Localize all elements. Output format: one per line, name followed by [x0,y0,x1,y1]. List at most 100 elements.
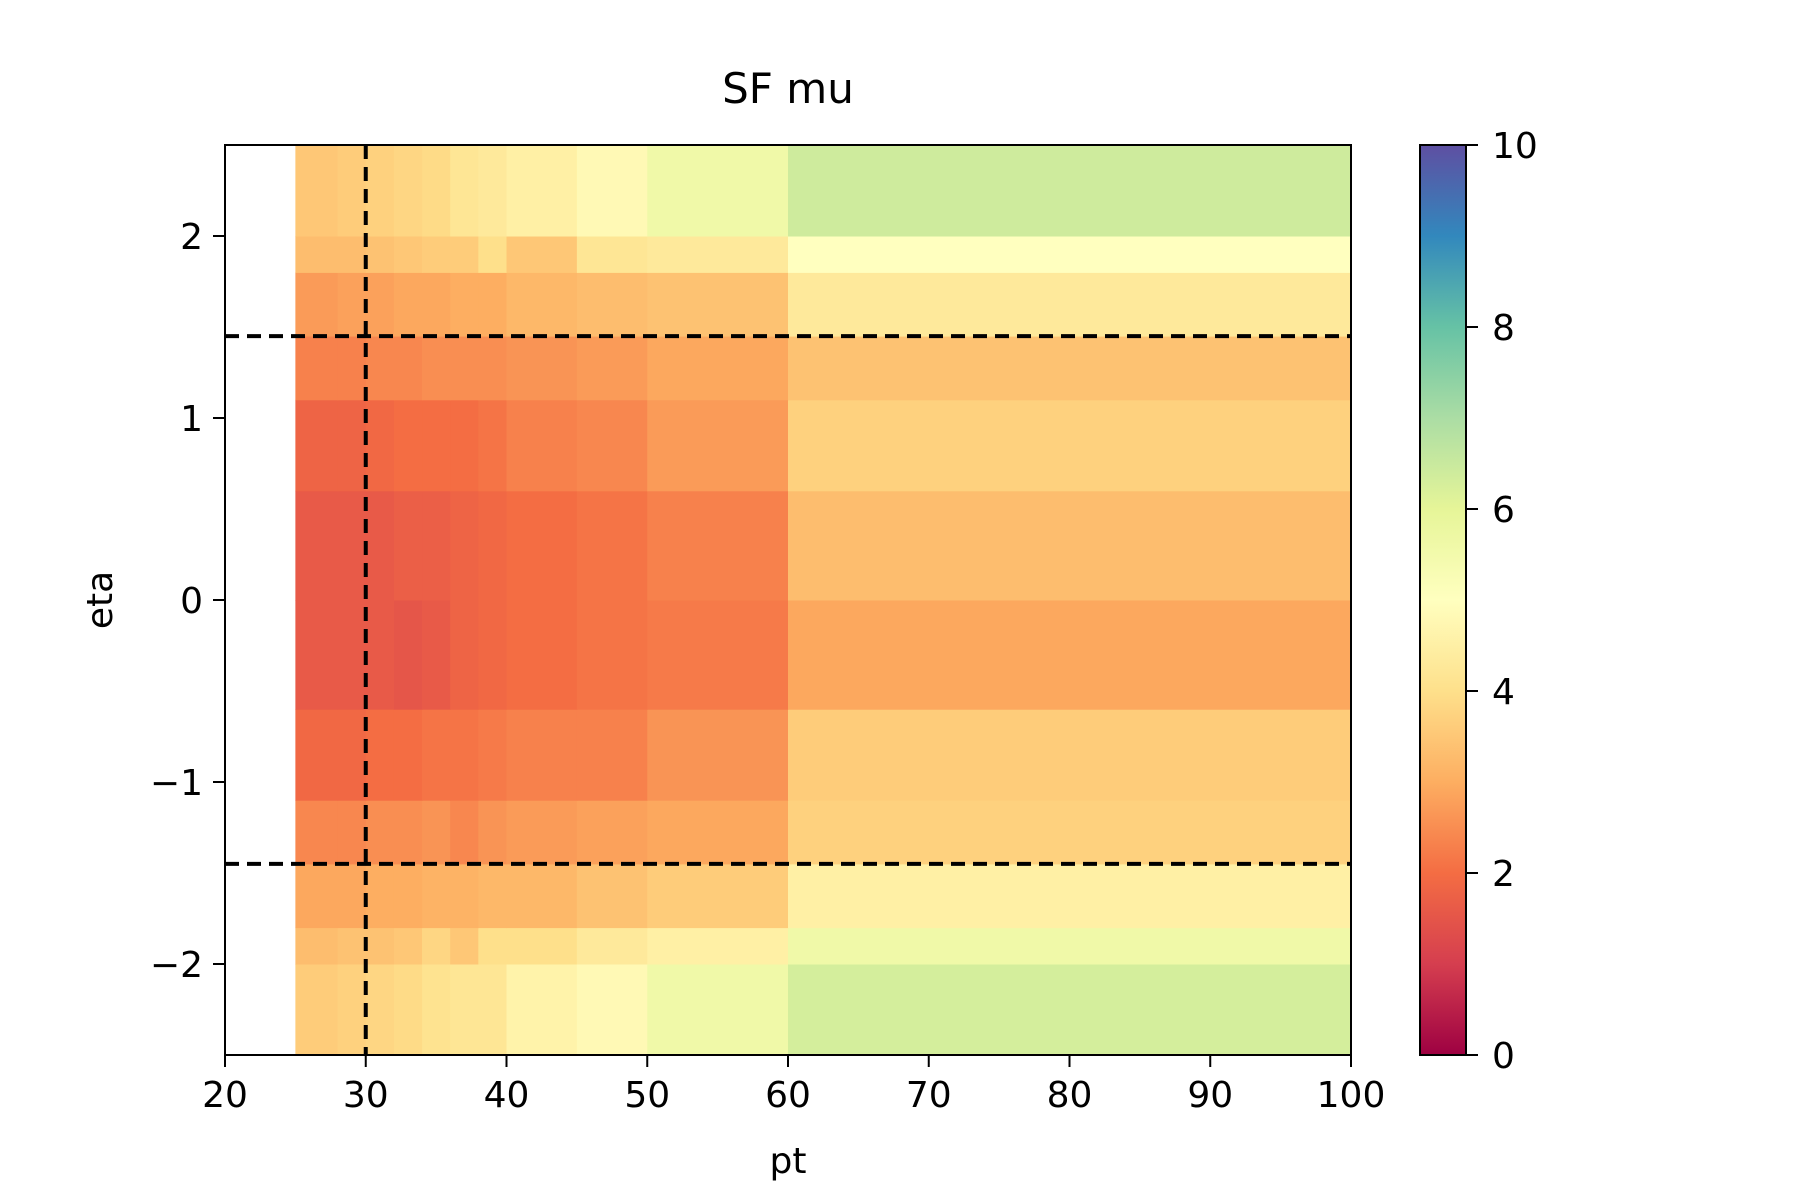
colorbar-tick-label: 6 [1492,490,1515,531]
heatmap-cell [506,236,578,273]
chart-title: SF mu [722,64,854,113]
heatmap-cell [788,399,1352,492]
x-axis-label: pt [770,1141,807,1182]
heatmap-cell [478,236,507,273]
x-tick-label: 70 [906,1075,952,1116]
heatmap-cell [478,272,507,337]
x-tick-label: 80 [1047,1075,1093,1116]
heatmap-cell [478,336,507,401]
heatmap-cell [450,800,479,865]
heatmap-cell [576,236,648,273]
heatmap-cell [647,236,789,273]
heatmap-cell [450,600,479,710]
y-tick-label: 1 [180,399,203,440]
heatmap-cell [506,600,578,710]
heatmap-cell [576,600,648,710]
heatmap-cell [450,490,479,601]
heatmap-cell [576,863,648,929]
heatmap-cell [478,964,507,1056]
reference-lines [225,145,1351,1055]
heatmap-cell [506,927,578,965]
heatmap-cell [450,399,479,492]
heatmap-cell [422,863,451,929]
heatmap-cell [365,236,395,273]
heatmap-cell [788,709,1352,801]
x-tick-label: 20 [202,1075,248,1116]
heatmap-cell [576,927,648,965]
heatmap-cell [337,800,367,865]
heatmap-cell [295,964,339,1056]
heatmap-cell [450,927,479,965]
heatmap-cells [295,145,1352,1056]
heatmap-cell [576,399,648,492]
heatmap-cell [337,927,367,965]
y-tick-label: −1 [150,763,203,804]
heatmap-cell [478,145,507,237]
heatmap-cell [295,272,339,337]
heatmap-cell [422,800,451,865]
heatmap-cell [422,272,451,337]
heatmap-cell [450,709,479,801]
colorbar-tick-label: 2 [1492,854,1515,895]
heatmap-cell [393,272,423,337]
heatmap-cell [576,272,648,337]
heatmap-cell [788,236,1352,273]
heatmap-cell [393,600,423,710]
heatmap-cell [788,336,1352,401]
heatmap-cell [295,600,339,710]
heatmap-cell [393,927,423,965]
heatmap-cell [422,236,451,273]
heatmap-cell [506,336,578,401]
heatmap-cell [337,399,367,492]
heatmap-cell [337,600,367,710]
heatmap-cell [337,336,367,401]
colorbar-tick-label: 0 [1492,1036,1515,1077]
heatmap-cell [295,927,339,965]
heatmap-cell [393,800,423,865]
colorbar-tick-label: 10 [1492,126,1538,167]
heatmap-cell [365,145,395,237]
heatmap-cell [450,863,479,929]
x-axis-ticks: 20 30 40 50 60 70 80 90 100 [202,1055,1385,1116]
heatmap-cell [365,399,395,492]
heatmap-cell [647,272,789,337]
y-axis-label: eta [80,571,121,629]
heatmap-cell [393,336,423,401]
heatmap-cell [576,709,648,801]
heatmap-cell [788,272,1352,337]
heatmap-cell [365,272,395,337]
heatmap-cell [337,272,367,337]
heatmap-cell [393,709,423,801]
x-tick-label: 90 [1187,1075,1233,1116]
heatmap-cell [365,800,395,865]
heatmap-cell [788,145,1352,237]
heatmap-cell [576,336,648,401]
heatmap-cell [337,490,367,601]
y-axis-ticks: −2 −1 0 1 2 [150,217,225,986]
heatmap-cell [365,863,395,929]
heatmap-cell [506,145,578,237]
heatmap-cell [422,145,451,237]
heatmap-cell [295,490,339,601]
heatmap-cell [647,399,789,492]
heatmap-cell [450,145,479,237]
heatmap-cell [478,863,507,929]
heatmap-cell [365,600,395,710]
heatmap-cell [365,964,395,1056]
heatmap-cell [295,709,339,801]
heatmap-cell [295,399,339,492]
heatmap-cell [478,490,507,601]
heatmap-cell [337,236,367,273]
heatmap-cell [337,964,367,1056]
x-tick-label: 30 [343,1075,389,1116]
heatmap-cell [647,145,789,237]
heatmap-cell [422,927,451,965]
heatmap-cell [647,800,789,865]
heatmap-cell [450,272,479,337]
heatmap-cell [647,863,789,929]
heatmap-cell [393,863,423,929]
heatmap-cell [506,272,578,337]
heatmap-cell [365,336,395,401]
heatmap-cell [506,709,578,801]
